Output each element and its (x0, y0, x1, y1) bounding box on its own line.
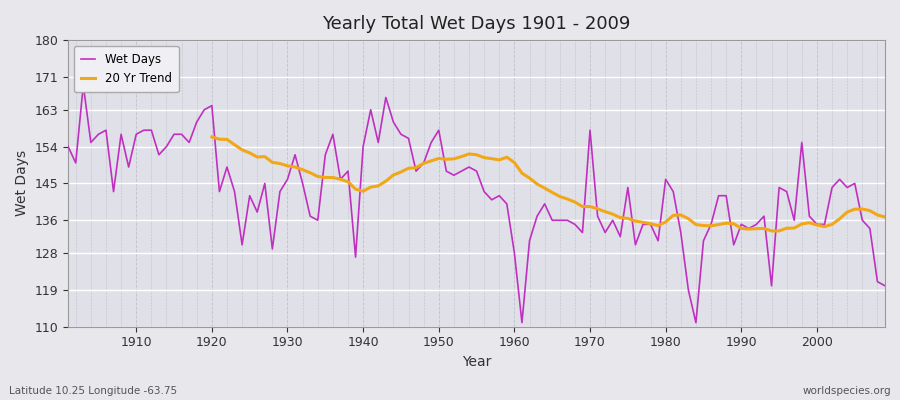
Wet Days (78, 83, 89, 88)
20 Yr Trend (675, 212, 686, 217)
Wet Days (343, 169, 354, 174)
Line: 20 Yr Trend: 20 Yr Trend (212, 137, 885, 231)
Wet Days (63, 144, 74, 149)
20 Yr Trend (879, 214, 890, 219)
Legend: Wet Days, 20 Yr Trend: Wet Days, 20 Yr Trend (74, 46, 179, 92)
20 Yr Trend (774, 228, 785, 233)
Wet Days (297, 181, 308, 186)
20 Yr Trend (857, 207, 868, 212)
Text: worldspecies.org: worldspecies.org (803, 386, 891, 396)
20 Yr Trend (206, 134, 217, 139)
Wet Days (879, 283, 890, 288)
Wet Days (509, 251, 520, 256)
Title: Yearly Total Wet Days 1901 - 2009: Yearly Total Wet Days 1901 - 2009 (322, 15, 631, 33)
20 Yr Trend (297, 167, 308, 172)
20 Yr Trend (766, 228, 777, 233)
Wet Days (524, 238, 535, 243)
Wet Days (130, 132, 141, 137)
20 Yr Trend (788, 226, 799, 230)
Wet Days (615, 234, 626, 239)
Line: Wet Days: Wet Days (68, 85, 885, 323)
20 Yr Trend (410, 165, 421, 170)
X-axis label: Year: Year (462, 355, 491, 369)
Y-axis label: Wet Days: Wet Days (15, 150, 29, 216)
Wet Days (517, 320, 527, 325)
Text: Latitude 10.25 Longitude -63.75: Latitude 10.25 Longitude -63.75 (9, 386, 177, 396)
